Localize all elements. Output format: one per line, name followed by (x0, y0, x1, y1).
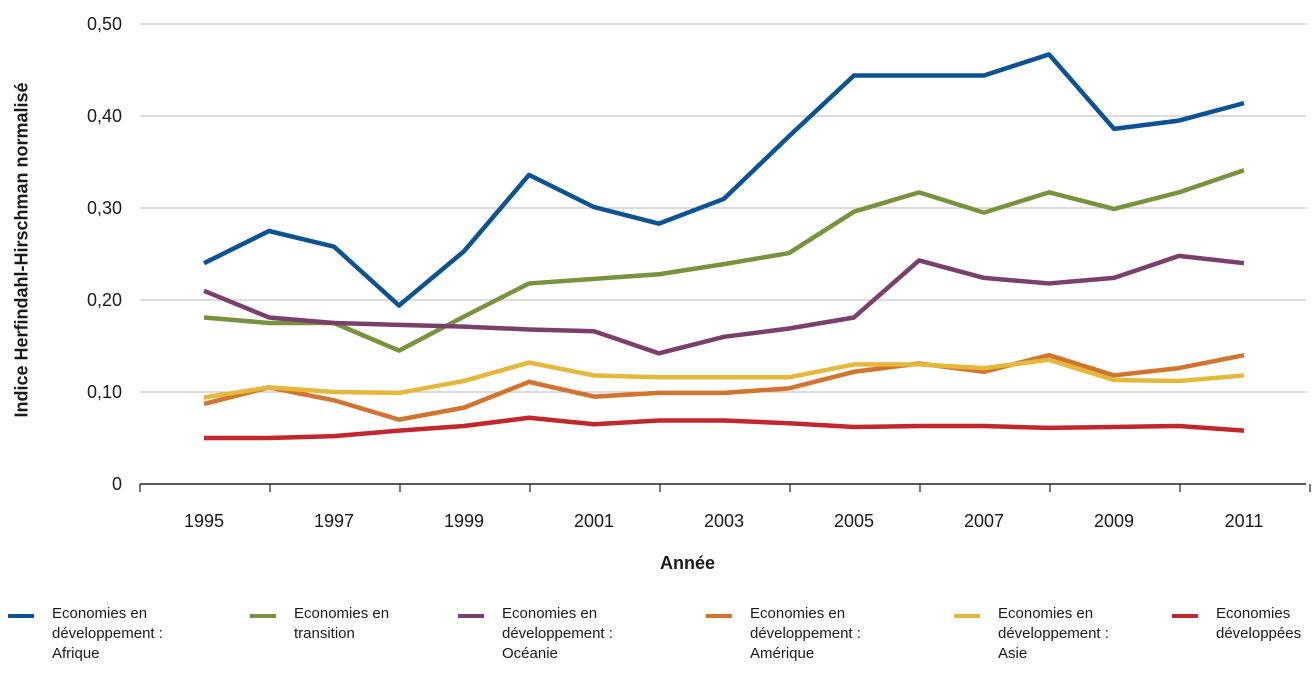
legend-swatch (8, 614, 34, 618)
legend-item: Economies en développement : Océanie (458, 604, 613, 664)
series-line-5 (203, 357, 1245, 400)
series-line-6 (204, 415, 1245, 441)
legend-swatch (250, 614, 276, 618)
x-axis-title: Année (660, 553, 716, 573)
y-tick-label: 0 (112, 474, 122, 494)
y-tick-label: 0,30 (87, 198, 122, 218)
series-line-1 (203, 52, 1245, 308)
legend-swatch (1172, 614, 1198, 618)
y-tick-label: 0,20 (87, 290, 122, 310)
line-chart: 0 0,10 0,20 0,30 0,40 0,50 1995 1997 1999 2001 20… (87, 14, 1311, 531)
legend-item: Economies en développement : Asie (954, 604, 1109, 664)
y-tick-labels: 0 0,10 0,20 0,30 0,40 0,50 (87, 14, 122, 494)
legend-item: Economies en développement : Amérique (706, 604, 861, 664)
legend-swatch (458, 614, 484, 618)
series-line-2 (203, 168, 1245, 353)
x-tick-label: 2003 (704, 511, 744, 531)
x-tick-label: 1997 (314, 511, 354, 531)
legend-label: Economies en développement : Océanie (502, 605, 613, 662)
legend-item: Economies en développement : Afrique (8, 604, 163, 664)
legend-label: Economies en développement : Asie (998, 605, 1109, 662)
x-tick-label: 2011 (1225, 511, 1264, 531)
y-tick-label: 0,10 (87, 382, 122, 402)
series-line-4 (203, 352, 1245, 422)
series-lines (203, 52, 1245, 441)
legend-swatch (954, 614, 980, 618)
x-tick-label: 2001 (574, 511, 614, 531)
y-axis-title-box: Indice Herfindahl-Hirschman normalisé (0, 0, 40, 470)
x-tick-label: 1999 (444, 511, 484, 531)
legend-label: Economies développées (1216, 605, 1302, 642)
legend-label: Economies en développement : Amérique (750, 605, 861, 662)
x-tick-label: 2007 (964, 511, 1004, 531)
legend-label: Economies en développement : Afrique (52, 605, 163, 662)
legend-swatch (706, 614, 732, 618)
x-tick-label: 1995 (184, 511, 224, 531)
legend-label: Economies en transition (294, 605, 390, 642)
x-axis: 1995 1997 1999 2001 2003 2005 2007 2009 2011 (139, 483, 1311, 531)
series-line-3 (203, 253, 1245, 356)
y-tick-label: 0,40 (87, 106, 122, 126)
gridlines (140, 23, 1306, 393)
legend-item: Economies développées (1172, 604, 1301, 644)
y-tick-label: 0,50 (87, 14, 122, 34)
x-tick-label: 2009 (1094, 511, 1134, 531)
x-tick-label: 2005 (834, 511, 874, 531)
y-axis-title: Indice Herfindahl-Hirschman normalisé (11, 82, 32, 418)
legend-item: Economies en transition (250, 604, 389, 644)
